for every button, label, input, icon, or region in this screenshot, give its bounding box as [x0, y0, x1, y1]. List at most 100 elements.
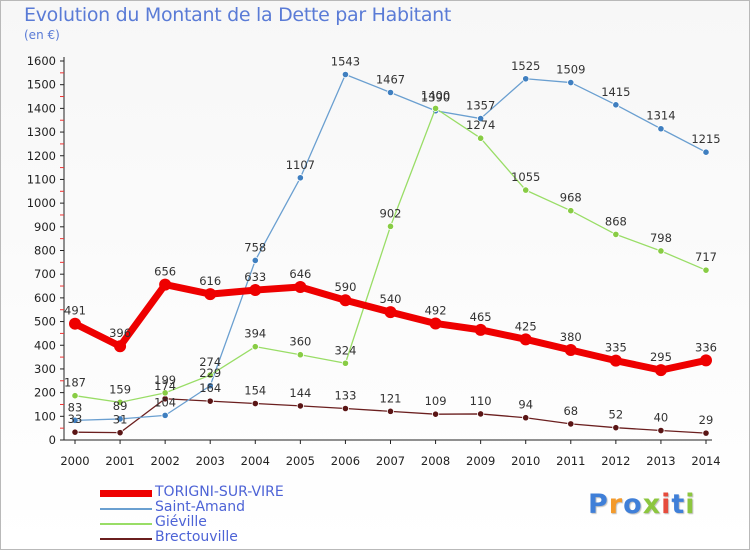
data-label: 335: [605, 341, 627, 355]
data-label: 758: [244, 240, 266, 254]
data-point: [657, 125, 665, 133]
data-label: 164: [199, 381, 221, 395]
data-label: 492: [425, 303, 447, 317]
x-tick-label: 2000: [60, 454, 89, 468]
legend-label: TORIGNI-SUR-VIRE: [155, 484, 284, 500]
x-tick-label: 2007: [376, 454, 405, 468]
data-point: [386, 222, 395, 230]
data-label: 110: [470, 394, 492, 408]
data-label: 1543: [331, 55, 360, 69]
data-point: [567, 420, 575, 428]
series-saint-amand: [71, 70, 710, 424]
data-label: 717: [695, 250, 717, 264]
x-tick-label: 2006: [331, 454, 360, 468]
data-label: 1357: [466, 99, 495, 113]
data-label: 425: [515, 319, 537, 333]
data-point: [294, 280, 307, 293]
data-label: 1415: [601, 85, 630, 99]
data-label: 868: [605, 214, 627, 228]
data-label: 590: [334, 280, 356, 294]
data-label: 968: [560, 191, 582, 205]
data-point: [612, 101, 620, 109]
data-point: [612, 230, 620, 238]
y-tick-label: 600: [34, 291, 56, 305]
y-tick-label: 1600: [27, 54, 56, 68]
data-point: [519, 333, 532, 346]
legend-swatch: [100, 490, 152, 497]
data-label: 1215: [691, 132, 720, 146]
data-label: 104: [154, 395, 176, 409]
data-label: 394: [244, 327, 266, 341]
data-label: 491: [64, 304, 86, 318]
proxiti-logo: Proxiti: [588, 489, 696, 520]
data-point: [431, 410, 440, 418]
data-label: 540: [380, 292, 402, 306]
data-label: 902: [380, 206, 402, 220]
data-label: 1314: [646, 109, 675, 123]
data-label: 29: [699, 413, 714, 427]
unit-label: (en €): [24, 28, 60, 42]
data-point: [657, 247, 665, 255]
legend-swatch: [100, 523, 152, 525]
x-tick-label: 2004: [241, 454, 270, 468]
y-tick-label: 0: [49, 433, 56, 447]
series-line: [74, 73, 707, 421]
data-label: 133: [334, 388, 356, 402]
data-label: 1400: [421, 88, 450, 102]
data-point: [206, 397, 214, 405]
data-point: [431, 104, 440, 112]
x-tick-label: 2012: [601, 454, 630, 468]
y-tick-label: 1300: [27, 125, 56, 139]
y-tick-label: 1400: [27, 101, 56, 115]
data-point: [71, 392, 79, 400]
data-label: 1055: [511, 170, 540, 184]
data-point: [296, 402, 304, 410]
data-label: 159: [109, 382, 131, 396]
data-label: 360: [289, 335, 311, 349]
data-point: [564, 343, 577, 356]
data-label: 633: [244, 270, 266, 284]
x-tick-label: 2014: [691, 454, 720, 468]
y-tick-label: 700: [34, 267, 56, 281]
data-label: 31: [113, 413, 128, 427]
data-point: [612, 424, 620, 432]
data-label: 144: [289, 386, 311, 400]
y-tick-label: 900: [34, 220, 56, 234]
y-tick-label: 1200: [27, 149, 56, 163]
data-point: [206, 382, 214, 390]
data-point: [251, 343, 259, 351]
data-label: 616: [199, 274, 221, 288]
data-label: 1274: [466, 118, 495, 132]
data-point: [702, 429, 710, 437]
y-tick-label: 1100: [27, 172, 56, 186]
legend-label: Saint-Amand: [155, 499, 246, 515]
x-tick-label: 2005: [286, 454, 315, 468]
data-point: [657, 426, 665, 435]
x-tick-label: 2002: [151, 454, 180, 468]
data-point: [251, 256, 259, 265]
data-label: 83: [68, 400, 83, 414]
data-label: 295: [650, 350, 672, 364]
data-point: [249, 284, 262, 297]
data-point: [474, 323, 487, 336]
data-label: 199: [154, 373, 176, 387]
data-point: [339, 294, 352, 307]
data-label: 229: [199, 366, 221, 380]
x-tick-label: 2013: [646, 454, 675, 468]
data-point: [522, 75, 530, 83]
data-label: 646: [289, 267, 311, 281]
data-point: [71, 428, 79, 436]
data-point: [116, 398, 124, 406]
data-label: 656: [154, 265, 176, 279]
data-label: 33: [68, 412, 83, 426]
data-label: 274: [199, 355, 221, 369]
y-tick-label: 200: [34, 386, 56, 400]
data-label: 1525: [511, 59, 540, 73]
y-tick-label: 1000: [27, 196, 56, 210]
data-point: [609, 354, 622, 367]
y-tick-label: 300: [34, 362, 56, 376]
data-label: 324: [334, 343, 356, 357]
data-label: 465: [470, 310, 492, 324]
data-label: 94: [518, 398, 533, 412]
